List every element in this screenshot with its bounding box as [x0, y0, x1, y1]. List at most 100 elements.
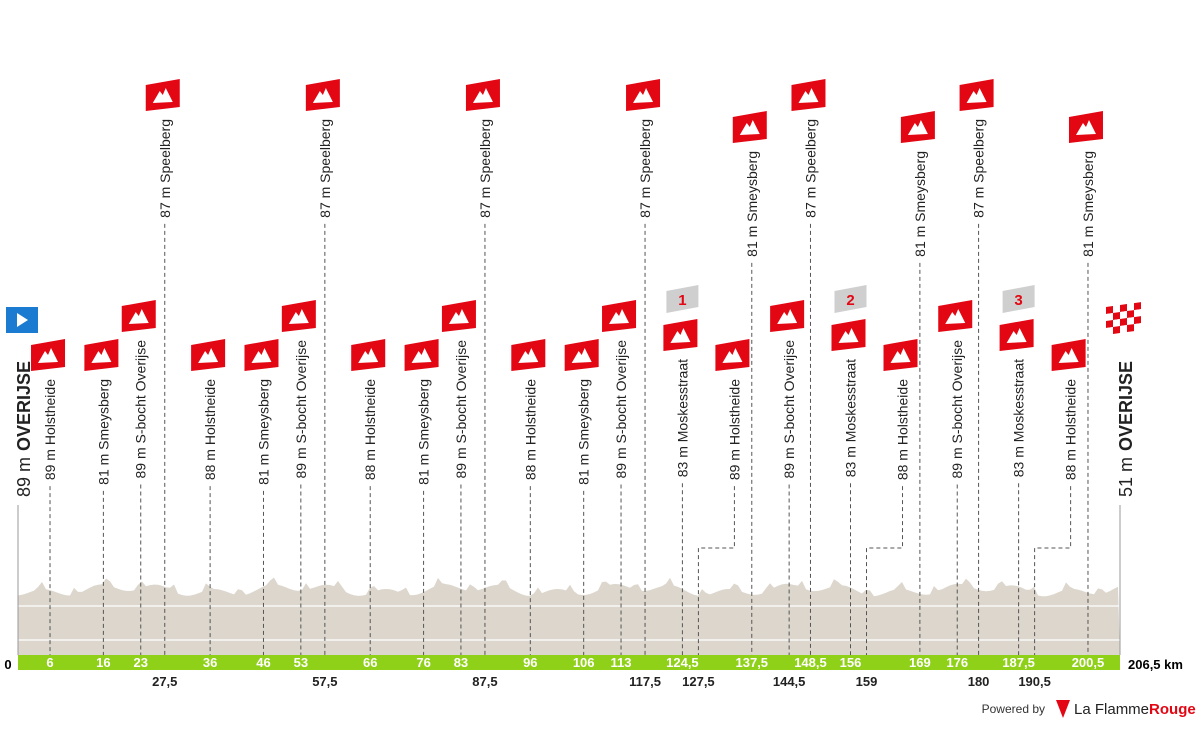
mountain	[798, 88, 819, 103]
checker	[1106, 313, 1113, 321]
climb-icon	[404, 339, 439, 371]
checker	[1134, 323, 1141, 332]
waypoint-label: 83 m Moskesstraat	[1011, 359, 1027, 477]
climb-icon	[351, 339, 386, 371]
start-label-elevation: 89 m	[14, 457, 34, 497]
mountain	[448, 309, 469, 324]
waypoint-label: 89 m S-bocht Overijse	[781, 340, 797, 479]
profile-base: 89 m OVERIJSE 51 m OVERIJSE	[6, 302, 1141, 670]
mountain	[472, 88, 493, 103]
climb-icon	[626, 79, 661, 111]
waypoint-label: 81 m Smeysberg	[255, 379, 271, 485]
brand-logo	[1056, 700, 1070, 718]
waypoint-label: 89 m S-bocht Overijse	[949, 340, 965, 479]
mountain	[907, 120, 928, 135]
climb-icon	[663, 319, 698, 351]
waypoint-label: 87 m Speelberg	[637, 119, 653, 218]
km-label: 159	[856, 674, 878, 689]
km-label: 124,5	[666, 655, 699, 670]
start-label-name: OVERIJSE	[14, 361, 34, 451]
climb-icon	[564, 339, 599, 371]
mountain	[739, 120, 760, 135]
waypoint-label: 89 m Holstheide	[726, 379, 742, 480]
checker	[1106, 306, 1113, 314]
leader	[1034, 486, 1072, 655]
km-label: 16	[96, 655, 110, 670]
climb-icon	[121, 300, 156, 332]
mountain	[838, 328, 859, 343]
km-label: 180	[968, 674, 990, 689]
sprint-number: 3	[1014, 292, 1022, 309]
waypoints: 89 m Holstheide 6 81 m Smeysberg 16 89 m S-b…	[31, 79, 1104, 689]
km-label: 23	[134, 655, 148, 670]
km-label: 27,5	[152, 674, 177, 689]
climb-icon	[244, 339, 279, 371]
climb-icon	[999, 319, 1034, 351]
km-label: 6	[46, 655, 53, 670]
climb-icon	[1068, 111, 1103, 143]
mountain	[633, 88, 654, 103]
km-label: 66	[363, 655, 377, 670]
mountain	[1075, 120, 1096, 135]
waypoint-label: 88 m Holstheide	[522, 379, 538, 480]
checker	[1113, 319, 1120, 328]
checker	[1120, 311, 1127, 320]
checker	[1127, 310, 1134, 319]
mountain	[777, 309, 798, 324]
mountain	[1058, 348, 1079, 363]
checker	[1120, 304, 1127, 313]
mountain	[152, 88, 173, 103]
climb-icon	[1051, 339, 1086, 371]
distance-bar	[18, 655, 1120, 670]
climb-icon	[831, 319, 866, 351]
climb-icon	[305, 79, 340, 111]
mountain	[609, 309, 630, 324]
leader	[697, 486, 735, 655]
checker	[1127, 317, 1134, 326]
climb-icon	[281, 300, 316, 332]
waypoint-label: 89 m S-bocht Overijse	[613, 340, 629, 479]
waypoint-label: 88 m Holstheide	[202, 379, 218, 480]
km-label: 187,5	[1002, 655, 1035, 670]
finish-icon	[1106, 302, 1141, 335]
waypoint-label: 81 m Smeysberg	[95, 379, 111, 485]
climb-icon	[511, 339, 546, 371]
km-label: 83	[454, 655, 468, 670]
climb-icon	[31, 339, 66, 371]
mountain	[251, 348, 272, 363]
checker	[1106, 320, 1113, 328]
km-label: 76	[416, 655, 430, 670]
climb-icon	[145, 79, 180, 111]
axis-start: 0	[4, 657, 11, 672]
climb-icon	[732, 111, 767, 143]
km-label: 113	[611, 655, 632, 670]
mountain	[358, 348, 379, 363]
waypoint-label: 83 m Moskesstraat	[843, 359, 859, 477]
climb-icon	[959, 79, 994, 111]
climb-icon	[602, 300, 637, 332]
km-label: 200,5	[1072, 655, 1105, 670]
checker	[1106, 327, 1113, 335]
climb-icon	[191, 339, 226, 371]
sprint-icon	[1002, 285, 1035, 313]
waypoint-label: 88 m Holstheide	[1063, 379, 1079, 480]
km-label: 106	[573, 655, 595, 670]
mountain	[312, 88, 333, 103]
climb-icon	[441, 300, 476, 332]
km-label: 144,5	[773, 674, 806, 689]
sprint-icon	[834, 285, 867, 313]
km-label: 57,5	[312, 674, 337, 689]
waypoint-label: 87 m Speelberg	[317, 119, 333, 218]
waypoint-label: 88 m Holstheide	[362, 379, 378, 480]
mountain	[411, 348, 432, 363]
climb-icon	[84, 339, 119, 371]
checker	[1120, 325, 1127, 334]
mountain	[571, 348, 592, 363]
waypoint-label: 89 m S-bocht Overijse	[453, 340, 469, 479]
checker	[1113, 312, 1120, 321]
km-label: 36	[203, 655, 217, 670]
checker	[1113, 326, 1120, 335]
km-label: 127,5	[682, 674, 715, 689]
mountain	[722, 348, 743, 363]
km-label: 117,5	[629, 674, 661, 689]
